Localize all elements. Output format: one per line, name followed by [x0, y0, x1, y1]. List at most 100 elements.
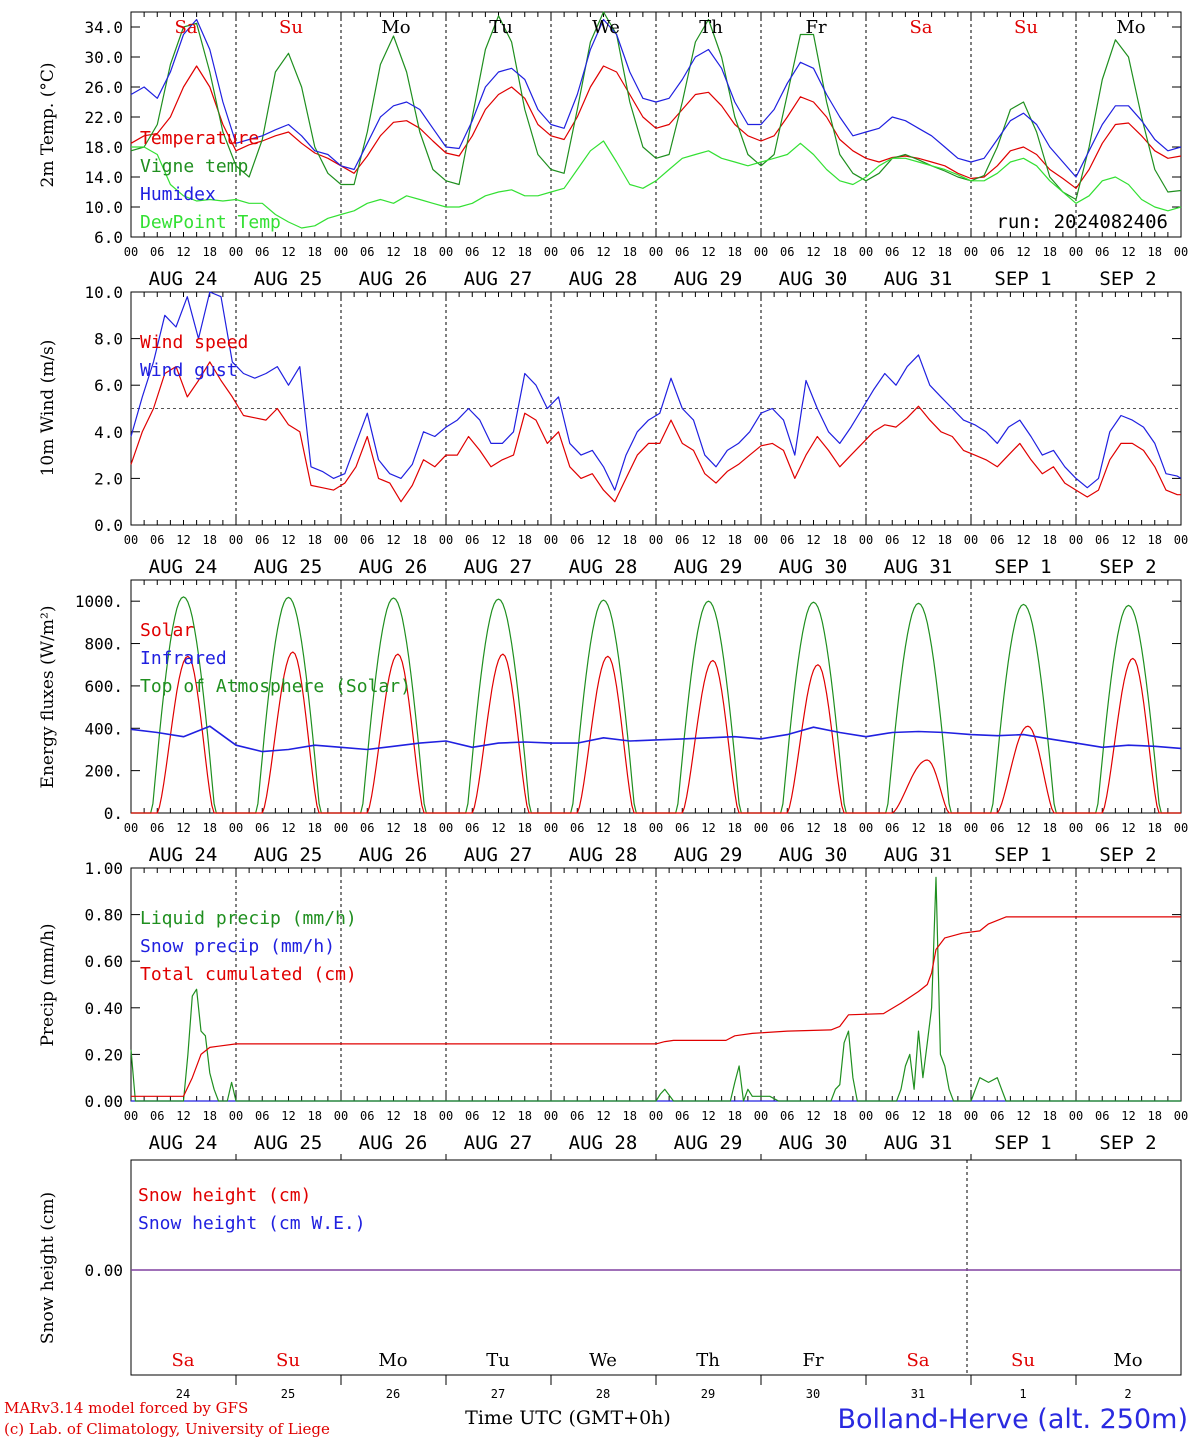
- hour-tick-label: 12: [701, 533, 715, 547]
- weekday-label: Fr: [805, 17, 826, 38]
- hour-tick-label: 06: [360, 821, 374, 835]
- hour-tick-label: 18: [1043, 821, 1057, 835]
- hour-tick-label: 12: [701, 1109, 715, 1123]
- day-date-label: AUG 25: [254, 556, 323, 578]
- hour-tick-label: 18: [308, 821, 322, 835]
- hour-tick-label: 00: [964, 245, 978, 259]
- hour-tick-label: 12: [806, 1109, 820, 1123]
- series-solar: [131, 651, 1181, 814]
- hour-tick-label: 12: [176, 821, 190, 835]
- hour-tick-label: 18: [728, 821, 742, 835]
- day-date-label: AUG 27: [464, 1132, 533, 1154]
- hour-tick-label: 12: [596, 533, 610, 547]
- hour-tick-label: 12: [806, 821, 820, 835]
- y-axis-label: Snow height (cm): [38, 1192, 58, 1344]
- series-temperature: [130, 65, 1182, 189]
- y-tick-label: 8.0: [94, 330, 123, 349]
- hour-tick-label: 06: [570, 245, 584, 259]
- day-date-label: SEP 1: [994, 1132, 1051, 1154]
- hour-tick-label: 06: [885, 1109, 899, 1123]
- weekday-label: Sa: [171, 1350, 194, 1371]
- meteogram-panels: 6.010.014.018.022.026.030.034.000 06 12 18 0…: [38, 11, 1188, 1401]
- y-axis-label: Precip (mm/h): [38, 923, 58, 1046]
- hour-tick-label: 18: [413, 1109, 427, 1123]
- hour-tick-label: 12: [911, 821, 925, 835]
- day-date-label: AUG 30: [779, 268, 848, 290]
- hour-tick-label: 18: [518, 1109, 532, 1123]
- y-tick-label: 14.0: [84, 168, 123, 187]
- hour-tick-label: 12: [596, 821, 610, 835]
- hour-tick-label: 18: [833, 821, 847, 835]
- hour-tick-label: 06: [675, 245, 689, 259]
- hour-tick-label: 18: [938, 245, 952, 259]
- series-humidex: [130, 18, 1182, 178]
- time-axis-label: Time UTC (GMT+0h): [465, 1407, 671, 1429]
- hour-tick-label: 18: [203, 821, 217, 835]
- hour-tick-label: 00: [1174, 245, 1188, 259]
- day-date-label: SEP 2: [1099, 556, 1156, 578]
- hour-tick-label: 00: [754, 821, 768, 835]
- day-date-label: AUG 26: [359, 844, 428, 866]
- hour-tick-label: 00: [124, 245, 138, 259]
- hour-tick-label: 00: [124, 1109, 138, 1123]
- hour-tick-label: 00: [544, 821, 558, 835]
- y-tick-label: 0.00: [84, 1261, 123, 1280]
- hour-tick-label: 06: [780, 1109, 794, 1123]
- y-tick-label: 0.: [104, 804, 123, 823]
- day-date-label: AUG 29: [674, 268, 743, 290]
- legend-entry: Total cumulated (cm): [140, 964, 357, 985]
- day-number-label: 2: [1124, 1387, 1131, 1401]
- hour-tick-label: 00: [859, 245, 873, 259]
- hour-tick-label: 00: [754, 245, 768, 259]
- day-number-label: 29: [701, 1387, 715, 1401]
- weekday-label: Sa: [174, 17, 197, 38]
- day-date-label: AUG 25: [254, 844, 323, 866]
- day-date-label: AUG 30: [779, 1132, 848, 1154]
- hour-tick-label: 12: [386, 245, 400, 259]
- y-tick-label: 0.00: [84, 1092, 123, 1111]
- hour-tick-label: 18: [728, 533, 742, 547]
- hour-tick-label: 12: [281, 821, 295, 835]
- hour-tick-label: 18: [623, 1109, 637, 1123]
- legend-entry: Liquid precip (mm/h): [140, 908, 357, 929]
- legend-entry: Wind speed: [140, 332, 248, 353]
- hour-tick-label: 18: [308, 245, 322, 259]
- weekday-label: Mo: [381, 17, 410, 38]
- day-date-label: AUG 24: [149, 556, 218, 578]
- weekday-label: Su: [279, 17, 303, 38]
- series-vigne-temp: [130, 11, 1182, 201]
- day-date-label: AUG 31: [884, 844, 953, 866]
- day-date-label: AUG 27: [464, 268, 533, 290]
- legend-entry: Vigne temp: [140, 156, 248, 177]
- y-axis-label: 2m Temp. (°C): [38, 62, 58, 187]
- y-tick-label: 1000.: [75, 592, 123, 611]
- series-dewpoint-temp: [131, 140, 1182, 229]
- weekday-label: Fr: [802, 1350, 823, 1371]
- hour-tick-label: 00: [1174, 533, 1188, 547]
- y-tick-label: 0.80: [84, 906, 123, 925]
- hour-tick-label: 00: [544, 1109, 558, 1123]
- hour-tick-label: 18: [518, 245, 532, 259]
- series-total-cumulated-cm-: [131, 916, 1181, 1097]
- hour-tick-label: 00: [439, 1109, 453, 1123]
- hour-tick-label: 06: [360, 1109, 374, 1123]
- day-date-label: AUG 25: [254, 268, 323, 290]
- day-date-label: AUG 25: [254, 1132, 323, 1154]
- footer-copyright: (c) Lab. of Climatology, University of L…: [4, 1420, 330, 1438]
- day-date-label: AUG 31: [884, 1132, 953, 1154]
- y-tick-label: 1.00: [84, 859, 123, 878]
- y-tick-label: 600.: [84, 677, 123, 696]
- hour-tick-label: 06: [1095, 821, 1109, 835]
- hour-tick-label: 06: [990, 533, 1004, 547]
- hour-tick-label: 00: [124, 821, 138, 835]
- hour-tick-label: 06: [780, 533, 794, 547]
- y-tick-label: 26.0: [84, 78, 123, 97]
- y-tick-label: 22.0: [84, 108, 123, 127]
- run-label: run: 2024082406: [996, 211, 1168, 233]
- hour-tick-label: 12: [281, 245, 295, 259]
- hour-tick-label: 18: [308, 533, 322, 547]
- hour-tick-label: 00: [964, 821, 978, 835]
- legend-entry: Snow height (cm W.E.): [138, 1213, 366, 1234]
- day-date-label: SEP 2: [1099, 1132, 1156, 1154]
- station-name: Bolland-Herve (alt. 250m): [838, 1404, 1188, 1435]
